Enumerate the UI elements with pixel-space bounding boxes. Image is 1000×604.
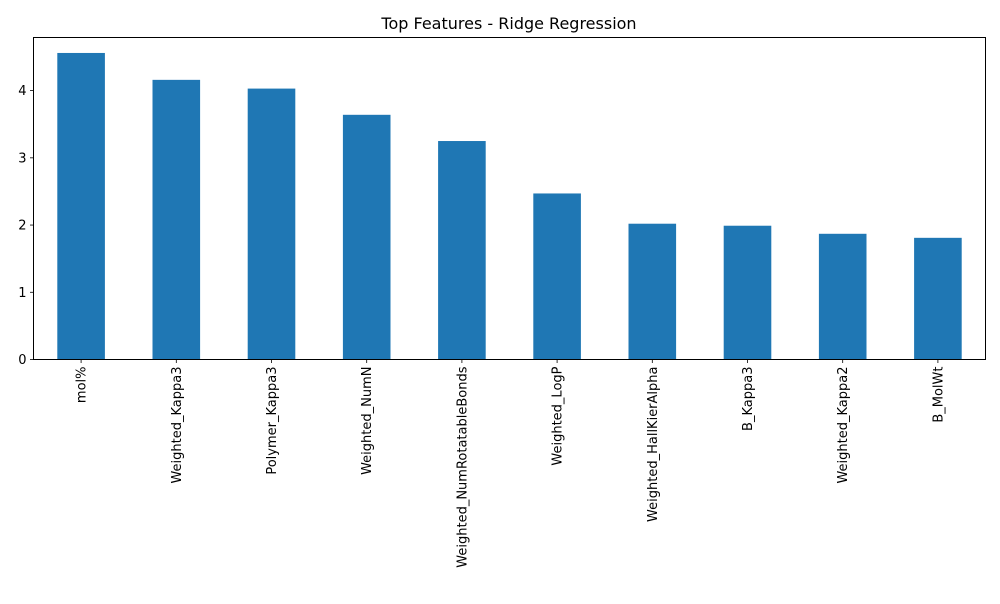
bar-6 (628, 223, 677, 360)
x-tick-label-4: Weighted_NumRotatableBonds (455, 366, 470, 567)
bar-0 (57, 52, 105, 360)
y-tick-label-4: 4 (18, 84, 26, 99)
x-tick-label-9: B_MolWt (931, 367, 946, 423)
x-tick-label-7: B_Kappa3 (741, 367, 756, 431)
x-axis-ticks: mol% Weighted_Kappa3 Polymer_Kappa3 Weighte… (75, 359, 946, 568)
bars-group (57, 52, 962, 360)
y-axis-ticks: 0 1 2 3 4 (18, 84, 34, 368)
y-tick-label-3: 3 (18, 151, 26, 166)
x-tick-label-8: Weighted_Kappa2 (836, 367, 851, 484)
x-tick-label-6: Weighted_HallKierAlpha (646, 367, 661, 522)
x-tick-label-2: Polymer_Kappa3 (265, 367, 280, 475)
bar-9 (914, 237, 962, 360)
y-tick-label-2: 2 (18, 219, 26, 234)
bar-5 (533, 193, 581, 360)
x-tick-label-5: Weighted_LogP (551, 366, 566, 465)
bar-4 (438, 141, 486, 360)
y-tick-label-1: 1 (18, 286, 26, 301)
bar-3 (342, 114, 391, 360)
bar-7 (723, 225, 772, 360)
y-tick-label-0: 0 (18, 353, 26, 368)
chart-title: Top Features - Ridge Regression (380, 14, 636, 33)
bar-8 (818, 233, 867, 360)
plot-frame (33, 37, 986, 360)
bar-1 (152, 79, 201, 360)
bar-2 (247, 88, 296, 360)
x-tick-label-3: Weighted_NumN (360, 367, 375, 475)
x-tick-label-1: Weighted_Kappa3 (170, 367, 185, 484)
x-tick-label-0: mol% (75, 367, 90, 404)
